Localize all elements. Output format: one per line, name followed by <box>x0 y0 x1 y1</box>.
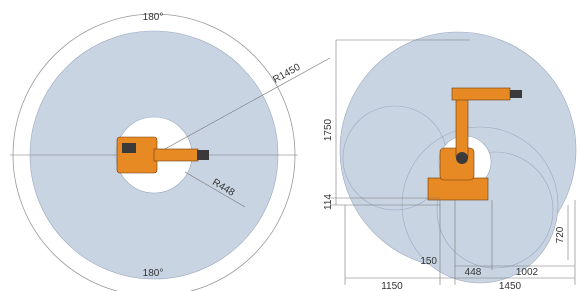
dimension-label: 1750 <box>323 118 334 141</box>
robot-upper-arm <box>452 88 510 100</box>
dimension-label: 150 <box>420 256 437 267</box>
dimension-label: 720 <box>555 226 566 243</box>
robot-base <box>117 137 157 173</box>
side-view: 1750 114 720 150 448 1002 1150 1450 <box>323 32 576 291</box>
robot-wrist <box>510 90 522 98</box>
dimension-label: 1450 <box>499 281 522 291</box>
robot-lower-arm <box>456 95 468 157</box>
workspace-diagram: 180° 180° R1450 R448 1750 114 <box>0 0 579 291</box>
robot-motor <box>122 143 136 153</box>
robot-arm <box>154 149 198 161</box>
robot-joint <box>456 152 468 164</box>
angle-label: 180° <box>143 12 164 23</box>
top-view: 180° 180° R1450 R448 <box>10 12 330 291</box>
radius-label: R1450 <box>271 62 302 86</box>
robot-base <box>428 178 488 200</box>
angle-label: 180° <box>143 268 164 279</box>
dimension-label: 114 <box>323 194 334 210</box>
dimension-label: 448 <box>465 267 482 278</box>
dimension-label: 1002 <box>516 267 539 278</box>
robot-wrist <box>197 150 209 160</box>
dimension-label: 1150 <box>381 281 403 291</box>
